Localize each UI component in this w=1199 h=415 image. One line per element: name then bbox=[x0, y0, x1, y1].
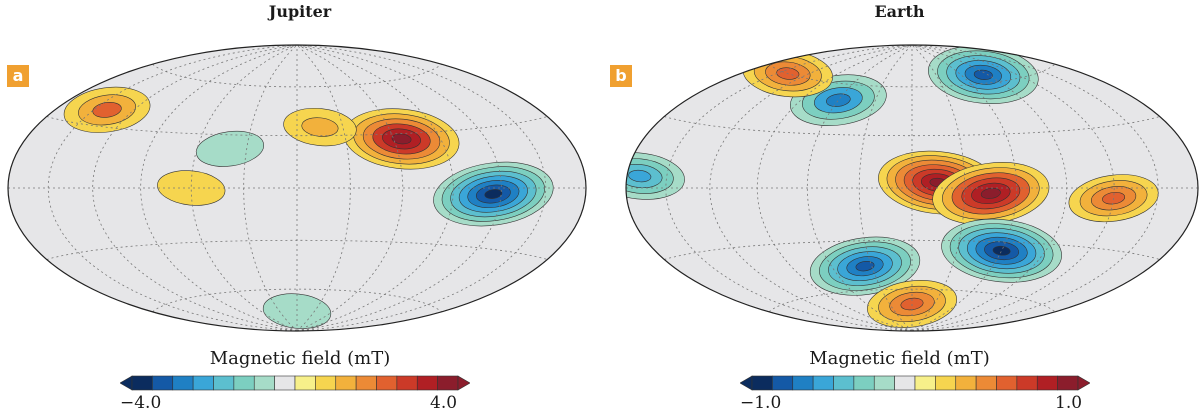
colorbar-bin bbox=[233, 375, 255, 391]
colorbar-bin bbox=[833, 375, 855, 391]
colorbar-bin bbox=[935, 375, 957, 391]
colorbar-max-tick: 4.0 bbox=[430, 393, 458, 413]
parallel bbox=[768, 288, 1056, 313]
colorbar bbox=[740, 375, 1090, 391]
colorbar-bin bbox=[172, 375, 194, 391]
colorbar-bin bbox=[437, 375, 459, 391]
colorbar-bin bbox=[975, 375, 997, 391]
contour-level bbox=[92, 101, 122, 118]
colorbar-bin bbox=[416, 375, 438, 391]
colorbar-extend-min bbox=[120, 375, 133, 391]
colorbar-bin bbox=[894, 375, 916, 391]
field-anomaly bbox=[63, 86, 151, 133]
colorbar-bin bbox=[1057, 375, 1079, 391]
contour-level bbox=[391, 133, 412, 145]
contour-level bbox=[900, 297, 924, 311]
contour-level bbox=[992, 245, 1011, 256]
colorbar-extend-min bbox=[740, 375, 753, 391]
parallel bbox=[46, 116, 548, 137]
colorbar-bin bbox=[792, 375, 814, 391]
field-anomaly bbox=[283, 107, 357, 147]
colorbar-bin bbox=[996, 375, 1018, 391]
panel-tag: b bbox=[610, 65, 632, 87]
earth-magnetic-field-map bbox=[625, 44, 1199, 332]
contour-level bbox=[157, 170, 226, 206]
colorbar bbox=[120, 375, 470, 391]
colorbar-bin bbox=[914, 375, 936, 391]
meridian bbox=[140, 45, 298, 331]
colorbar-bin bbox=[1036, 375, 1058, 391]
meridian bbox=[911, 45, 1115, 331]
field-anomaly bbox=[932, 162, 1050, 225]
graticule bbox=[626, 45, 1198, 331]
field-anomaly bbox=[157, 170, 226, 206]
field-anomaly bbox=[867, 280, 957, 328]
field-anomaly bbox=[433, 161, 554, 227]
colorbar-extend-max bbox=[1077, 375, 1090, 391]
field-anomaly bbox=[941, 218, 1062, 283]
colorbar-bin bbox=[772, 375, 794, 391]
parallel bbox=[46, 239, 548, 260]
colorbar-bin bbox=[955, 375, 977, 391]
contour-level bbox=[980, 187, 1001, 199]
panel-tag: a bbox=[7, 65, 29, 87]
colorbar-label: Magnetic field (mT) bbox=[209, 348, 391, 369]
panel-title: Jupiter bbox=[268, 2, 332, 21]
colorbar-bin bbox=[294, 375, 316, 391]
colorbar-bin bbox=[1016, 375, 1038, 391]
colorbar-bin bbox=[315, 375, 337, 391]
field-anomaly bbox=[343, 108, 460, 170]
colorbar-bin bbox=[751, 375, 773, 391]
colorbar-bin bbox=[274, 375, 296, 391]
jupiter-panel: Jupiter a Magnetic field (mT) −4.0 4.0 bbox=[7, 2, 587, 413]
field-anomaly bbox=[1068, 174, 1159, 223]
contour-level bbox=[826, 93, 851, 107]
meridian bbox=[296, 45, 351, 331]
colorbar-bin bbox=[812, 375, 834, 391]
parallel bbox=[152, 288, 442, 313]
colorbar-max-tick: 1.0 bbox=[1055, 393, 1083, 413]
colorbar-bin bbox=[192, 375, 214, 391]
contour-level bbox=[196, 130, 265, 167]
colorbar-bin bbox=[873, 375, 895, 391]
map-outline bbox=[625, 44, 1199, 332]
contour-level bbox=[973, 69, 993, 80]
panel-title: Earth bbox=[874, 2, 925, 21]
colorbar-bin bbox=[213, 375, 235, 391]
contour-level bbox=[484, 189, 503, 199]
colorbar-min-tick: −1.0 bbox=[740, 393, 782, 413]
colorbar-min-tick: −4.0 bbox=[120, 393, 162, 413]
earth-panel: Earth b Magnetic field (mT) −1.0 1.0 bbox=[600, 0, 1199, 415]
parallel bbox=[152, 63, 442, 88]
colorbar-label: Magnetic field (mT) bbox=[809, 348, 990, 369]
colorbar-bin bbox=[152, 375, 174, 391]
colorbar-bin bbox=[853, 375, 875, 391]
contour-level bbox=[855, 260, 875, 272]
colorbar-bin bbox=[253, 375, 275, 391]
colorbar-bin bbox=[376, 375, 398, 391]
colorbar-extend-max bbox=[457, 375, 470, 391]
field-anomaly bbox=[809, 236, 921, 296]
colorbar-bin bbox=[355, 375, 377, 391]
jupiter-magnetic-field-map bbox=[7, 44, 587, 332]
field-anomaly bbox=[196, 130, 265, 167]
parallel bbox=[768, 63, 1056, 88]
colorbar-bin bbox=[131, 375, 153, 391]
map-outline bbox=[7, 44, 587, 332]
colorbar-bin bbox=[335, 375, 357, 391]
map-background bbox=[8, 45, 586, 331]
contour-level bbox=[262, 293, 332, 329]
field-anomaly bbox=[262, 293, 332, 329]
contour-level bbox=[301, 117, 339, 137]
colorbar-bin bbox=[396, 375, 418, 391]
contour-level bbox=[628, 169, 652, 183]
